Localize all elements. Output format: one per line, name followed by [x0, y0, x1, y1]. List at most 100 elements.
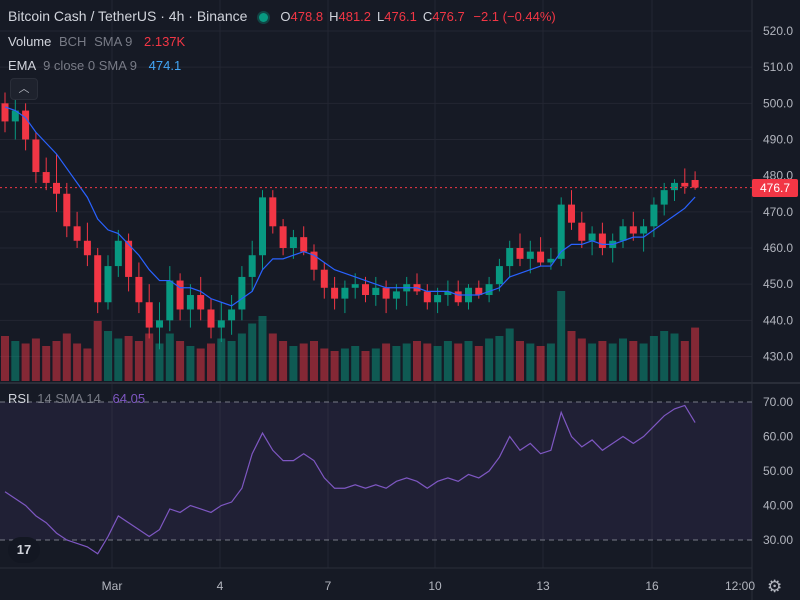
candle-body: [598, 233, 606, 248]
time-tick-label: Mar: [102, 579, 123, 593]
volume-bar: [691, 327, 700, 381]
open-label: O: [280, 9, 291, 24]
candle-body: [578, 222, 586, 241]
volume-bar: [21, 343, 30, 381]
candle-body: [485, 284, 493, 296]
volume-bar: [145, 333, 154, 381]
volume-bar: [289, 346, 298, 381]
volume-bar: [258, 316, 267, 381]
volume-bar: [557, 291, 566, 381]
low-label: L: [377, 9, 385, 24]
candle-body: [588, 233, 596, 241]
volume-bar: [649, 336, 658, 381]
ema-legend[interactable]: EMA 9 close 0 SMA 9 474.1: [8, 58, 181, 73]
candle-body: [310, 251, 318, 270]
candle-body: [423, 291, 431, 303]
candle-body: [341, 287, 349, 299]
price-tick-label: 430.0: [763, 350, 793, 364]
volume-bar: [104, 331, 112, 381]
rsi-tick-label: 50.00: [763, 464, 793, 478]
candle-body: [289, 237, 297, 248]
volume-bar: [639, 343, 648, 381]
volume-bar: [124, 336, 133, 381]
time-tick-label: 10: [428, 579, 442, 593]
volume-bar: [567, 331, 576, 381]
candle-body: [300, 237, 308, 252]
candle-body: [454, 291, 462, 303]
candle-body: [495, 266, 503, 285]
candle-body: [125, 240, 133, 277]
market-status-icon: [259, 13, 269, 23]
rsi-line: [4, 404, 696, 555]
volume-bar: [279, 341, 288, 381]
candle-body: [269, 197, 277, 227]
rsi-tick-label: 60.00: [763, 430, 793, 444]
rsi-params: 14 SMA 14: [37, 391, 101, 406]
rsi-tick-label: 40.00: [763, 499, 793, 513]
price-tick-label: 460.0: [763, 241, 793, 255]
rsi-legend[interactable]: RSI 14 SMA 14 64.05: [8, 391, 145, 406]
candle-body: [557, 204, 565, 259]
volume-bar: [1, 336, 9, 381]
candle-body: [22, 110, 30, 140]
volume-bar: [670, 333, 679, 381]
volume-value: 2.137K: [144, 34, 186, 49]
volume-bar: [413, 341, 421, 381]
time-tick-label: 16: [645, 579, 659, 593]
volume-bar: [268, 333, 277, 381]
volume-bar: [186, 346, 195, 381]
volume-bar: [320, 348, 329, 381]
candle-body: [166, 280, 174, 321]
volume-bar: [310, 341, 318, 381]
candle-body: [156, 320, 163, 328]
volume-bar: [608, 343, 617, 381]
volume-bar: [382, 343, 391, 381]
low-value: 476.1: [384, 9, 417, 24]
time-tick-label: 13: [536, 579, 550, 593]
rsi-value: 64.05: [112, 391, 146, 406]
gear-icon[interactable]: ⚙: [767, 577, 783, 596]
symbol-title[interactable]: Bitcoin Cash / TetherUS · 4h · Binance: [8, 8, 248, 24]
price-tick-label: 510.0: [763, 60, 793, 74]
volume-bar: [340, 348, 349, 381]
price-tick-label: 490.0: [763, 133, 793, 147]
ema-line: [4, 106, 696, 307]
candle-body: [53, 182, 60, 194]
candle-body: [207, 309, 215, 328]
price-tick-label: 470.0: [763, 205, 793, 219]
volume-bar: [454, 343, 463, 381]
rsi-band: [0, 402, 752, 540]
ema-value: 474.1: [148, 58, 182, 73]
candle-body: [73, 226, 81, 241]
candle-body: [259, 197, 266, 256]
candle-body: [114, 240, 122, 267]
rsi-tick-label: 70.00: [763, 395, 793, 409]
volume-bar: [495, 336, 504, 381]
candle-body: [619, 226, 627, 241]
volume-bar: [474, 346, 483, 381]
time-tick-label: 7: [325, 579, 332, 593]
chevron-up-icon: ︿: [18, 83, 30, 95]
candle-body: [650, 204, 658, 227]
candle-body: [372, 287, 380, 296]
candle-body: [516, 248, 524, 259]
candle-body: [104, 266, 112, 303]
volume-legend[interactable]: Volume BCH SMA 9 2.137K: [8, 34, 185, 49]
price-tick-label: 520.0: [763, 24, 793, 38]
volume-bar: [505, 328, 514, 381]
volume-bar: [299, 343, 308, 381]
close-label: C: [422, 9, 433, 24]
volume-bar: [114, 338, 123, 381]
volume-bar: [248, 323, 257, 381]
tradingview-logo[interactable]: 17: [8, 537, 40, 563]
candle-body: [547, 258, 555, 263]
candle-body: [83, 240, 91, 256]
high-value: 481.2: [338, 9, 372, 24]
candle-body: [135, 276, 143, 303]
candle-body: [11, 110, 19, 122]
candle-body: [475, 287, 483, 296]
collapse-legend-button[interactable]: ︿: [10, 78, 38, 100]
candle-body: [94, 255, 102, 303]
volume-bar: [237, 333, 246, 381]
